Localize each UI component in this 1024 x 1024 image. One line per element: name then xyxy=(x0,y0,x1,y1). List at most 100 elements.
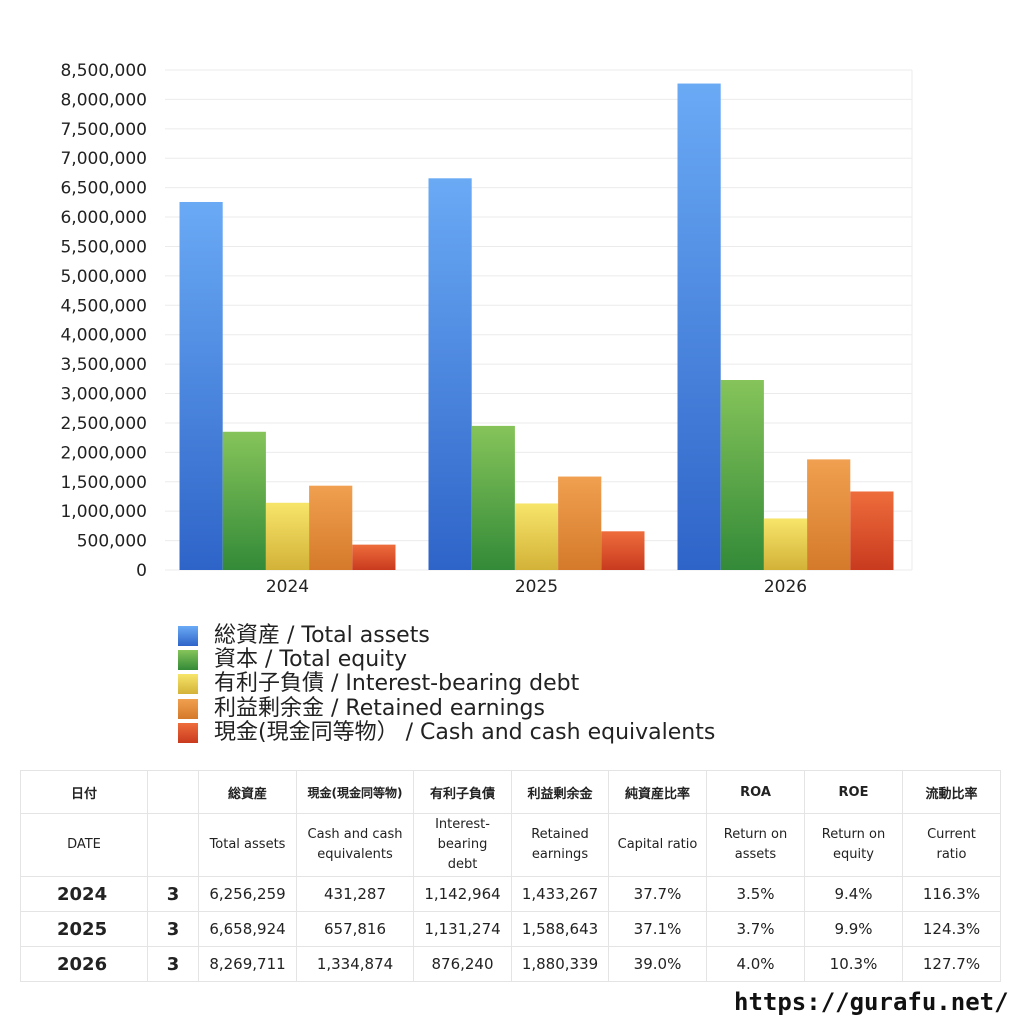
cell: 876,240 xyxy=(413,946,512,982)
y-tick-label: 500,000 xyxy=(77,532,147,552)
cell-month: 3 xyxy=(147,876,199,912)
cell: 1,588,643 xyxy=(511,911,609,947)
y-tick-label: 7,000,000 xyxy=(60,149,147,169)
y-tick-label: 6,000,000 xyxy=(60,208,147,228)
y-tick-label: 5,000,000 xyxy=(60,267,147,287)
y-tick-label: 2,000,000 xyxy=(60,443,147,463)
y-tick-label: 2,500,000 xyxy=(60,414,147,434)
y-tick-label: 0 xyxy=(136,561,147,581)
bar xyxy=(471,425,515,570)
header-cell xyxy=(147,813,199,877)
bar xyxy=(601,531,645,570)
cell-year: 2024 xyxy=(20,876,148,912)
header-cell: Capital ratio xyxy=(608,813,707,877)
header-cell: 総資産 xyxy=(198,770,297,814)
cell-month: 3 xyxy=(147,946,199,982)
header-cell: Interest-bearing debt xyxy=(413,813,512,877)
table-header-en: DATE Total assets Cash and cash equivale… xyxy=(20,813,1001,877)
bar xyxy=(222,431,266,570)
legend-swatch xyxy=(178,722,198,743)
cell: 9.4% xyxy=(804,876,903,912)
bar xyxy=(558,476,602,570)
header-cell: ROA xyxy=(706,770,805,814)
cell: 116.3% xyxy=(902,876,1001,912)
bars xyxy=(179,83,894,570)
financial-table: 日付 総資産 現金(現金同等物) 有利子負債 利益剰余金 純資産比率 ROA R… xyxy=(20,770,1001,982)
x-tick-label: 2026 xyxy=(764,577,807,597)
y-tick-label: 7,500,000 xyxy=(60,120,147,140)
cell: 3.5% xyxy=(706,876,805,912)
legend-swatch xyxy=(178,626,198,647)
cell: 124.3% xyxy=(902,911,1001,947)
cell: 657,816 xyxy=(296,911,414,947)
bar xyxy=(807,459,851,570)
legend-label: 資本 / Total equity xyxy=(214,647,407,673)
header-cell: ROE xyxy=(804,770,903,814)
table-row: 2025 3 6,658,924 657,816 1,131,274 1,588… xyxy=(20,911,1001,947)
header-cell xyxy=(147,770,199,814)
cell: 6,658,924 xyxy=(198,911,297,947)
legend-item-total-assets: 総資産 / Total assets xyxy=(178,623,715,648)
cell-year: 2025 xyxy=(20,911,148,947)
table-row: 2026 3 8,269,711 1,334,874 876,240 1,880… xyxy=(20,946,1001,982)
cell: 37.7% xyxy=(608,876,707,912)
bar xyxy=(265,502,310,570)
bar xyxy=(720,380,764,570)
bar xyxy=(179,201,223,570)
bar xyxy=(514,503,559,570)
header-cell: 現金(現金同等物) xyxy=(296,770,414,814)
y-tick-label: 3,500,000 xyxy=(60,355,147,375)
table-header-ja: 日付 総資産 現金(現金同等物) 有利子負債 利益剰余金 純資産比率 ROA R… xyxy=(20,770,1001,814)
y-tick-label: 4,500,000 xyxy=(60,296,147,316)
x-tick-label: 2025 xyxy=(515,577,558,597)
y-tick-label: 8,000,000 xyxy=(60,90,147,110)
site-url[interactable]: https://gurafu.net/ xyxy=(734,988,1009,1016)
cell: 6,256,259 xyxy=(198,876,297,912)
grid-lines xyxy=(165,69,913,571)
legend-swatch xyxy=(178,650,198,671)
cell-month: 3 xyxy=(147,911,199,947)
cell: 39.0% xyxy=(608,946,707,982)
bar xyxy=(352,544,396,570)
header-cell: 純資産比率 xyxy=(608,770,707,814)
header-cell: Current ratio xyxy=(902,813,1001,877)
cell: 4.0% xyxy=(706,946,805,982)
bar xyxy=(309,485,353,570)
y-tick-label: 5,500,000 xyxy=(60,237,147,257)
legend-label: 総資産 / Total assets xyxy=(214,623,430,648)
legend-swatch xyxy=(178,674,198,695)
header-cell: DATE xyxy=(20,813,148,877)
header-cell: Cash and cash equivalents xyxy=(296,813,414,877)
cell: 1,131,274 xyxy=(413,911,512,947)
x-tick-label: 2024 xyxy=(266,577,309,597)
cell: 9.9% xyxy=(804,911,903,947)
cell: 1,433,267 xyxy=(511,876,609,912)
bar xyxy=(428,178,472,570)
legend-item-cash: 現金(現金同等物） / Cash and cash equivalents xyxy=(178,719,716,745)
legend-item-retained-earnings: 利益剰余金 / Retained earnings xyxy=(178,695,715,721)
y-tick-label: 1,000,000 xyxy=(60,502,147,522)
cell-year: 2026 xyxy=(20,946,148,982)
cell: 10.3% xyxy=(804,946,903,982)
cell: 8,269,711 xyxy=(198,946,297,982)
cell: 1,142,964 xyxy=(413,876,512,912)
header-cell: Total assets xyxy=(198,813,297,877)
legend-label: 現金(現金同等物） / Cash and cash equivalents xyxy=(214,719,716,745)
y-tick-label: 1,500,000 xyxy=(60,473,147,493)
bar-chart: 0 500,000 1,000,000 1,500,000 2,000,000 2,500… xyxy=(60,61,913,597)
y-tick-label: 3,000,000 xyxy=(60,385,147,405)
header-cell: 流動比率 xyxy=(902,770,1001,814)
header-cell: Return on assets xyxy=(706,813,805,877)
legend-label: 有利子負債 / Interest-bearing debt xyxy=(214,671,580,697)
bar xyxy=(850,491,894,570)
x-axis-ticks: 2024 2025 2026 xyxy=(266,577,807,597)
y-axis-ticks: 0 500,000 1,000,000 1,500,000 2,000,000 2,500… xyxy=(60,61,147,581)
header-cell: 利益剰余金 xyxy=(511,770,609,814)
cell: 431,287 xyxy=(296,876,414,912)
header-cell: 日付 xyxy=(20,770,148,814)
legend-label: 利益剰余金 / Retained earnings xyxy=(214,695,545,721)
cell: 127.7% xyxy=(902,946,1001,982)
table-row: 2024 3 6,256,259 431,287 1,142,964 1,433… xyxy=(20,876,1001,912)
legend-item-interest-bearing-debt: 有利子負債 / Interest-bearing debt xyxy=(178,672,715,696)
header-cell: Retained earnings xyxy=(511,813,609,877)
